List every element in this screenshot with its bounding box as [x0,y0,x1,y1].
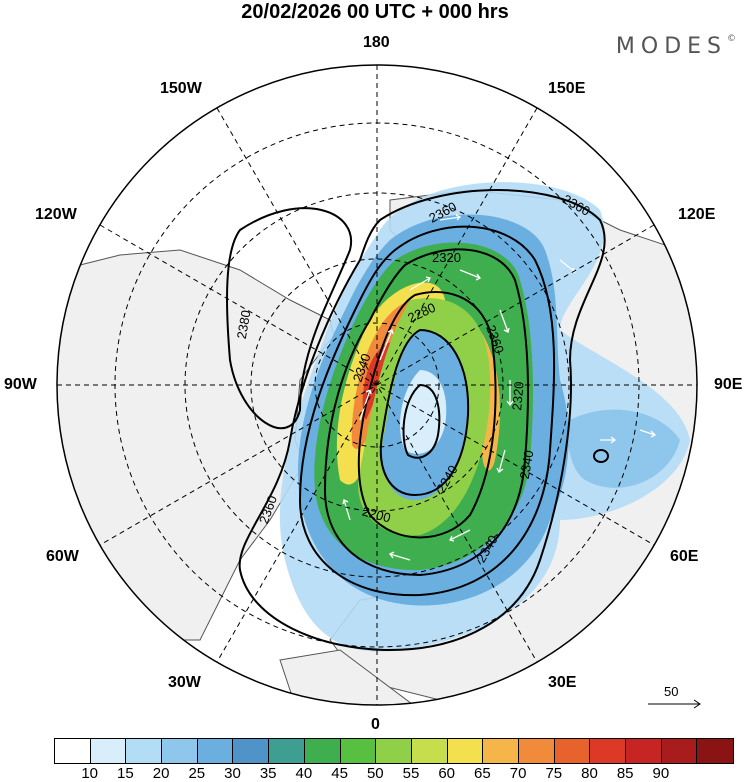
colorbar-tick-label: 90 [652,765,670,782]
wind-east-patch [568,409,680,488]
lon-label-30w: 30W [168,674,201,691]
logo-mark: © [727,34,736,44]
modes-logo: MODES© [616,34,736,59]
colorbar-cell [626,739,662,763]
colorbar-tick-label: 10 [81,765,99,782]
wind-arrow [389,551,411,561]
map-title: 20/02/2026 00 UTC + 000 hrs [241,1,509,23]
colorbar-tick-label: 55 [402,765,420,782]
wind-arrow [459,269,481,281]
lon-label-90w: 90W [4,376,37,393]
colorbar-tick-label: 20 [152,765,170,782]
meridian [99,224,655,546]
lon-label-60w: 60W [46,548,79,565]
contour-2240 [379,328,470,497]
wind-arrow [409,276,431,291]
lon-label-120e: 120E [678,206,716,223]
colorbar-cell [126,739,163,763]
contour-2380 [226,207,353,430]
colorbar-cell [162,739,198,763]
wind-arrow [379,329,394,361]
wind-arrow [639,429,657,438]
colorbar-cell [661,739,698,763]
wind-vectors [342,214,657,561]
colorbar-cell [376,739,412,763]
colorbar-tick-label: 50 [366,765,384,782]
contour-2200 [402,383,441,459]
colorbar-tick-label: 80 [581,765,598,782]
lon-label-150w: 150W [160,80,202,97]
colorbar-cell [233,739,270,763]
colorbar-cell [90,739,127,763]
map-boundary [56,64,698,706]
colorbar-tick-label: 75 [545,765,563,782]
wind-arrow [600,436,617,444]
colorbar-tick-label: 30 [224,765,241,782]
lon-label-180: 180 [363,34,390,51]
wind-arrow [342,499,351,521]
colorbar-tick-label: 35 [259,765,277,782]
colorbar-tick-label: 70 [509,765,527,782]
contour-small-east [593,449,609,463]
contour-2320 [323,248,529,577]
lon-label-30e: 30E [548,674,577,691]
lon-label-120w: 120W [35,206,77,223]
colorbar-cell [483,739,519,763]
wind-arrow [496,449,506,473]
colorbar-cell [554,739,591,763]
colorbar-tick-label: 15 [117,765,134,782]
colorbar-tick-label: 25 [188,765,206,782]
contour-label: 2380 [234,309,254,340]
lon-label-90e: 90E [714,376,743,393]
logo-text: MODES [615,34,727,59]
colorbar-cell [697,739,734,763]
colorbar-tick-label: 60 [438,765,456,782]
colorbar-cell [590,739,626,763]
colorbar-cell [55,739,91,763]
colorbar-cell [340,739,377,763]
contour-label: 2320 [509,381,526,411]
colorbar-tick-label: 85 [616,765,634,782]
wind-arrow [439,214,462,221]
colorbar-cell [447,739,484,763]
colorbar-cell [411,739,448,763]
wind-speed-colorbar [54,738,735,764]
lon-label-150e: 150E [548,80,586,97]
vector-reference-arrow [648,699,701,709]
colorbar-cell [197,739,234,763]
wind-arrow [499,309,510,333]
colorbar-tick-label: 65 [474,765,491,782]
graticule [57,65,697,705]
lon-label-0: 0 [371,716,380,733]
contour-2280 [357,291,497,539]
colorbar-tick-label: 45 [331,765,348,782]
lon-label-60e: 60E [670,548,699,565]
contour-label: 2320 [432,250,461,265]
colorbar-cell [304,739,341,763]
contour-2340 [298,225,556,597]
vector-reference-value: 50 [664,684,679,699]
colorbar-cell [269,739,305,763]
wind-arrow [449,529,471,542]
wind-arrow [506,380,514,407]
contour-label: 2340 [517,449,537,480]
colorbar-tick-label: 40 [295,765,313,782]
contour-label: 2200 [361,504,393,526]
colorbar-cell [518,739,555,763]
